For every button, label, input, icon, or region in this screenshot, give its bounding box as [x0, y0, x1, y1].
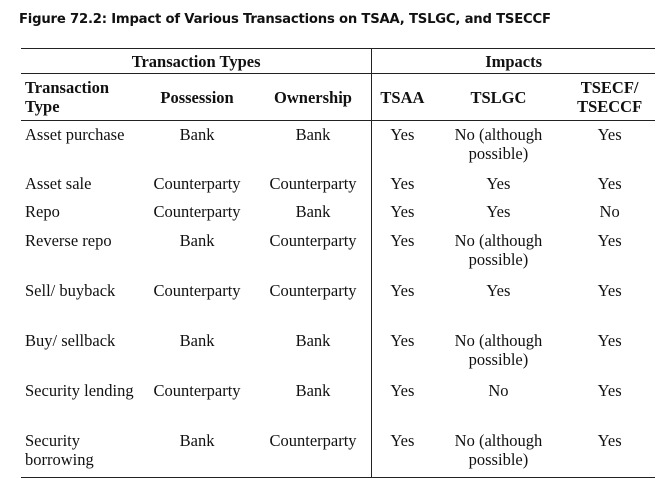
- column-header-possession: Possession: [160, 87, 234, 107]
- cell-possession: Counterparty: [153, 281, 241, 300]
- column-header-tsecf-tseccf: TSECF/ TSECCF: [577, 78, 643, 116]
- cell-tsecf: Yes: [597, 174, 622, 193]
- cell-ownership: Bank: [295, 202, 331, 221]
- table-row: Reverse repo Bank Counterparty Yes No (a…: [21, 227, 655, 277]
- cell-tslgc: No (although possible): [454, 125, 543, 163]
- cell-ownership: Bank: [295, 381, 331, 400]
- cell-tsaa: Yes: [371, 171, 433, 199]
- cell-tsaa: Yes: [371, 427, 433, 478]
- cell-transaction-type: Security lending: [25, 381, 134, 400]
- cell-tslgc: No: [488, 381, 509, 400]
- table-row: Asset sale Counterparty Counterparty Yes…: [21, 171, 655, 199]
- table-row: Asset purchase Bank Bank Yes No (althoug…: [21, 120, 655, 171]
- cell-transaction-type: Reverse repo: [25, 231, 112, 250]
- cell-tsecf: Yes: [597, 281, 622, 300]
- cell-possession: Bank: [179, 125, 215, 144]
- transactions-impact-table: Transaction Types Impacts Transaction Ty…: [21, 48, 655, 478]
- cell-tslgc: No (although possible): [432, 427, 565, 478]
- table-row: Buy/ sellback Bank Bank Yes No (although…: [21, 327, 655, 377]
- cell-tslgc: Yes: [486, 174, 511, 193]
- cell-transaction-type: Asset purchase: [25, 125, 125, 144]
- cell-transaction-type: Repo: [25, 202, 60, 221]
- cell-ownership: Counterparty: [269, 174, 357, 193]
- cell-possession: Bank: [179, 331, 215, 350]
- cell-tsaa: Yes: [371, 120, 433, 171]
- table-row: Sell/ buyback Counterparty Counterparty …: [21, 277, 655, 327]
- cell-possession: Bank: [139, 427, 255, 478]
- cell-tslgc: Yes: [486, 202, 511, 221]
- cell-possession: Counterparty: [153, 381, 241, 400]
- cell-transaction-type: Security borrowing: [21, 427, 140, 478]
- cell-tslgc: No (although possible): [454, 331, 543, 369]
- column-header-row: Transaction Type Possession Ownership TS…: [21, 73, 655, 121]
- cell-tsaa: Yes: [371, 377, 433, 427]
- cell-ownership: Bank: [295, 125, 331, 144]
- cell-possession: Counterparty: [153, 174, 241, 193]
- table-row: Security lending Counterparty Bank Yes N…: [21, 377, 655, 427]
- group-header-transaction-types: Transaction Types: [21, 48, 372, 74]
- column-header-ownership: Ownership: [274, 87, 352, 107]
- cell-tsecf: No: [599, 202, 620, 221]
- column-header-tslgc: TSLGC: [470, 87, 527, 107]
- cell-tslgc: No (although possible): [454, 231, 543, 269]
- cell-tsecf: Yes: [597, 125, 622, 144]
- cell-tsecf: Yes: [597, 231, 622, 250]
- figure-caption: Figure 72.2: Impact of Various Transacti…: [19, 12, 551, 27]
- cell-ownership: Counterparty: [254, 427, 372, 478]
- cell-ownership: Counterparty: [269, 231, 357, 250]
- column-header-transaction-type: Transaction Type: [25, 78, 110, 116]
- group-header-row: Transaction Types Impacts: [21, 48, 655, 74]
- cell-transaction-type: Sell/ buyback: [25, 281, 116, 300]
- cell-tsecf: Yes: [564, 427, 655, 478]
- cell-ownership: Bank: [295, 331, 331, 350]
- cell-possession: Bank: [179, 231, 215, 250]
- group-header-impacts: Impacts: [371, 48, 655, 74]
- cell-transaction-type: Buy/ sellback: [25, 331, 116, 350]
- table-row: Repo Counterparty Bank Yes Yes No: [21, 199, 655, 227]
- table-row: Security borrowing Bank Counterparty Yes…: [21, 427, 655, 478]
- cell-tsecf: Yes: [597, 381, 622, 400]
- cell-transaction-type: Asset sale: [25, 174, 92, 193]
- cell-tsaa: Yes: [371, 199, 433, 227]
- cell-possession: Counterparty: [153, 202, 241, 221]
- cell-tsaa: Yes: [371, 227, 433, 277]
- column-header-tsaa: TSAA: [371, 73, 433, 121]
- cell-tsaa: Yes: [371, 327, 433, 377]
- cell-ownership: Counterparty: [269, 281, 357, 300]
- cell-tsecf: Yes: [597, 331, 622, 350]
- cell-tslgc: Yes: [486, 281, 511, 300]
- cell-tsaa: Yes: [371, 277, 433, 327]
